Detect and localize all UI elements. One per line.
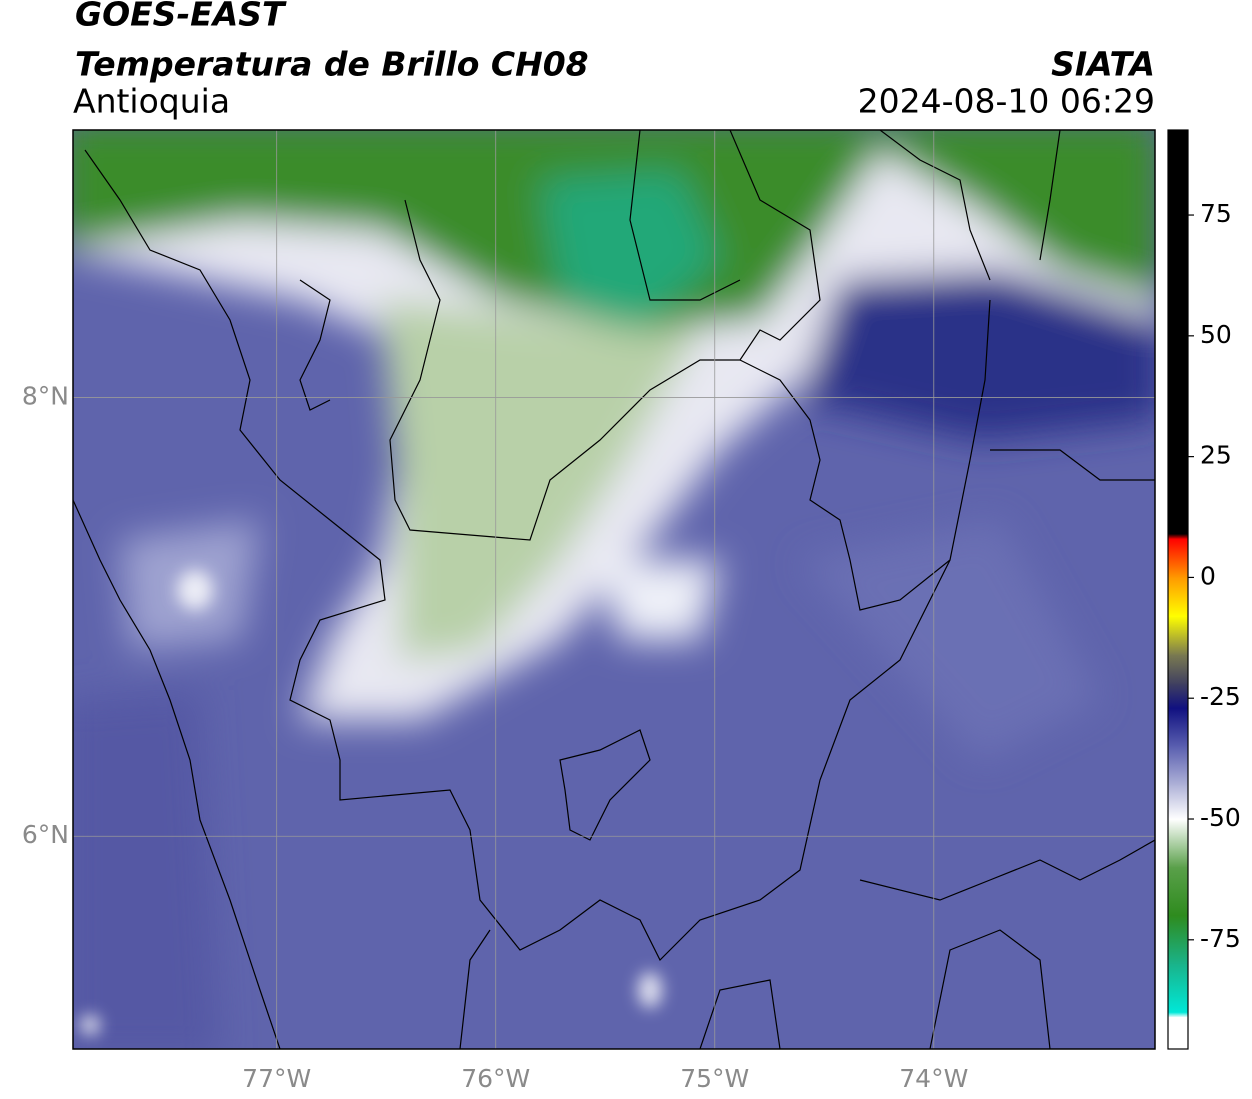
x-tick-label: 77°W: [242, 1064, 311, 1093]
colorbar-tick-label: 0: [1200, 561, 1216, 590]
colorbar-segment: [1168, 577, 1188, 617]
colorbar-segment: [1168, 963, 1188, 1013]
colorbar-segment: [1168, 915, 1188, 965]
x-tick-label: 74°W: [899, 1064, 968, 1093]
colorbar-segment: [1168, 533, 1188, 540]
satellite-title: GOES-EAST: [75, 0, 287, 34]
colorbar-segment: [1168, 819, 1188, 868]
x-tick-label: 76°W: [461, 1064, 530, 1093]
source-label: SIATA: [1051, 45, 1155, 84]
colorbar-tick-label: -25: [1200, 682, 1241, 711]
graticule: [73, 130, 1155, 1049]
colorbar-segment: [1168, 130, 1188, 535]
colorbar-segment: [1168, 1017, 1188, 1050]
map-imagery: [73, 130, 1155, 1049]
colorbar-segment: [1168, 683, 1188, 709]
map-frame: [72, 129, 1156, 1050]
colorbar-segment: [1168, 654, 1188, 685]
colorbar-segment: [1168, 538, 1188, 578]
x-tick-label: 75°W: [680, 1064, 749, 1093]
colorbar-segment: [1168, 1012, 1188, 1018]
borders: [73, 130, 1155, 1049]
colorbar-tick-label: -50: [1200, 803, 1241, 832]
y-tick-label: 8°N: [22, 382, 69, 411]
colorbar-segment: [1168, 785, 1188, 820]
datetime-label: 2024-08-10 06:29: [858, 82, 1155, 121]
colorbar-tick-label: -75: [1200, 924, 1241, 953]
y-tick-label: 6°N: [22, 820, 69, 849]
colorbar-tick-label: 25: [1200, 441, 1232, 470]
colorbar-segment: [1168, 616, 1188, 656]
colorbar-segment: [1168, 867, 1188, 917]
colorbar: [1168, 130, 1194, 1050]
region-label: Antioquia: [73, 82, 230, 121]
colorbar-tick-label: 75: [1200, 199, 1232, 228]
colorbar-segment: [1168, 707, 1188, 748]
colorbar-tick-label: 50: [1200, 320, 1232, 349]
colorbar-segment: [1168, 746, 1188, 786]
product-title: Temperatura de Brillo CH08: [75, 45, 589, 84]
colorbar-frame: [1167, 129, 1189, 1050]
